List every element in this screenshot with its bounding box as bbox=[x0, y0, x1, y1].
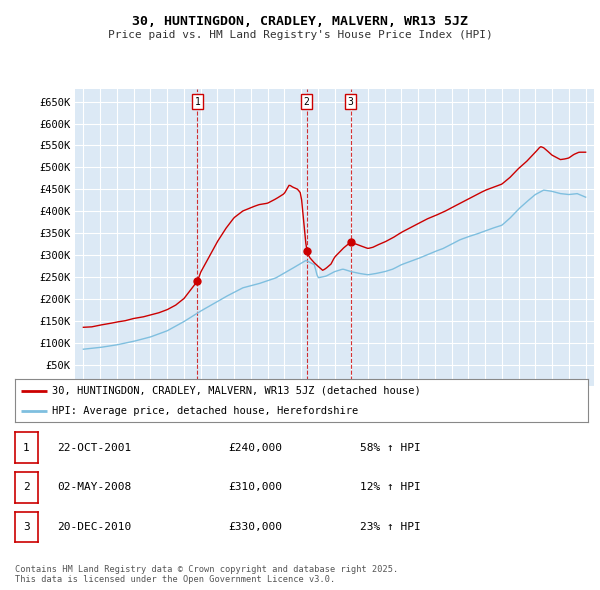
Text: 2: 2 bbox=[304, 97, 310, 107]
Text: 2: 2 bbox=[23, 483, 30, 492]
Text: HPI: Average price, detached house, Herefordshire: HPI: Average price, detached house, Here… bbox=[52, 407, 358, 416]
Text: Price paid vs. HM Land Registry's House Price Index (HPI): Price paid vs. HM Land Registry's House … bbox=[107, 31, 493, 40]
Text: 02-MAY-2008: 02-MAY-2008 bbox=[57, 483, 131, 492]
Text: Contains HM Land Registry data © Crown copyright and database right 2025.
This d: Contains HM Land Registry data © Crown c… bbox=[15, 565, 398, 584]
Text: 3: 3 bbox=[23, 522, 30, 532]
Text: 58% ↑ HPI: 58% ↑ HPI bbox=[360, 443, 421, 453]
Text: £240,000: £240,000 bbox=[228, 443, 282, 453]
Text: 23% ↑ HPI: 23% ↑ HPI bbox=[360, 522, 421, 532]
Text: 22-OCT-2001: 22-OCT-2001 bbox=[57, 443, 131, 453]
Text: 30, HUNTINGDON, CRADLEY, MALVERN, WR13 5JZ: 30, HUNTINGDON, CRADLEY, MALVERN, WR13 5… bbox=[132, 15, 468, 28]
Text: 1: 1 bbox=[23, 443, 30, 453]
Text: £310,000: £310,000 bbox=[228, 483, 282, 492]
Text: 12% ↑ HPI: 12% ↑ HPI bbox=[360, 483, 421, 492]
Text: 30, HUNTINGDON, CRADLEY, MALVERN, WR13 5JZ (detached house): 30, HUNTINGDON, CRADLEY, MALVERN, WR13 5… bbox=[52, 386, 421, 396]
Text: £330,000: £330,000 bbox=[228, 522, 282, 532]
Text: 20-DEC-2010: 20-DEC-2010 bbox=[57, 522, 131, 532]
Text: 1: 1 bbox=[194, 97, 200, 107]
Text: 3: 3 bbox=[348, 97, 353, 107]
